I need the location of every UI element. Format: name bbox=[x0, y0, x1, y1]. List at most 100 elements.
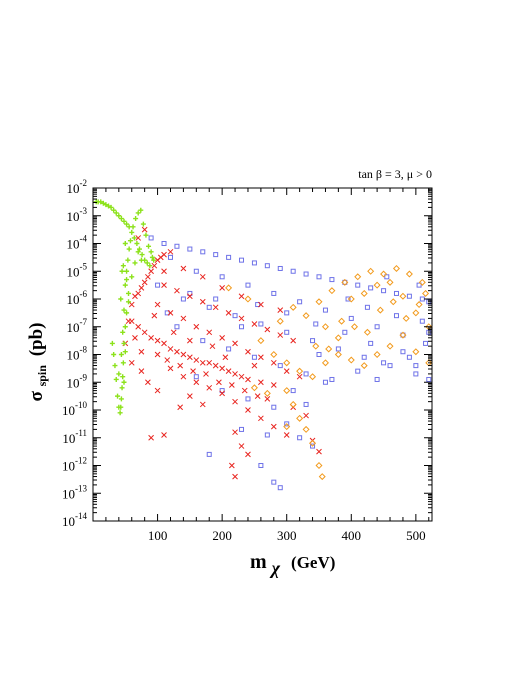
data-point bbox=[140, 221, 146, 227]
data-point bbox=[239, 324, 245, 330]
data-point bbox=[129, 274, 135, 280]
data-point bbox=[303, 401, 309, 407]
data-point bbox=[151, 312, 158, 319]
data-point bbox=[284, 421, 290, 427]
data-point bbox=[225, 284, 233, 292]
chart-annotation: tan β = 3, μ > 0 bbox=[358, 167, 432, 181]
data-point bbox=[238, 443, 245, 449]
data-point bbox=[117, 410, 123, 416]
data-point bbox=[167, 310, 174, 316]
data-point bbox=[290, 388, 296, 394]
data-point bbox=[271, 290, 277, 296]
data-point bbox=[180, 296, 186, 302]
data-point bbox=[167, 248, 174, 255]
data-point bbox=[167, 365, 174, 372]
data-point bbox=[361, 354, 367, 360]
data-point bbox=[368, 340, 374, 346]
data-point bbox=[120, 374, 126, 380]
data-point bbox=[277, 332, 284, 338]
data-point bbox=[121, 340, 127, 346]
data-point bbox=[251, 362, 258, 369]
data-point bbox=[118, 352, 124, 357]
data-point bbox=[219, 388, 225, 394]
data-point bbox=[138, 285, 145, 291]
data-point bbox=[241, 387, 248, 394]
data-point bbox=[303, 371, 309, 377]
data-point bbox=[147, 263, 153, 269]
data-point bbox=[386, 278, 394, 286]
data-point bbox=[255, 302, 261, 308]
data-point bbox=[310, 443, 316, 449]
data-point bbox=[136, 246, 142, 252]
data-point bbox=[127, 238, 133, 244]
data-point bbox=[219, 285, 225, 291]
data-point bbox=[239, 426, 245, 432]
data-point bbox=[355, 368, 361, 374]
y-tick-label: 10-9 bbox=[67, 372, 88, 390]
data-point bbox=[290, 268, 296, 274]
data-point bbox=[228, 462, 235, 469]
data-point bbox=[126, 299, 132, 305]
data-point bbox=[250, 384, 258, 392]
data-point bbox=[212, 362, 219, 369]
data-point bbox=[199, 401, 206, 408]
data-point bbox=[258, 354, 264, 361]
data-point bbox=[141, 329, 148, 336]
data-point bbox=[124, 221, 130, 227]
data-point bbox=[368, 285, 374, 291]
data-point bbox=[374, 324, 380, 330]
data-point bbox=[283, 432, 290, 438]
data-point bbox=[400, 332, 406, 338]
data-point bbox=[116, 371, 122, 377]
data-point bbox=[393, 290, 399, 296]
data-point bbox=[373, 350, 381, 359]
data-point bbox=[296, 367, 304, 375]
data-point bbox=[187, 393, 193, 399]
data-point bbox=[213, 296, 219, 302]
y-tick-label: 10-13 bbox=[62, 483, 87, 501]
data-point bbox=[426, 376, 432, 382]
data-point bbox=[155, 282, 161, 288]
data-point bbox=[116, 213, 122, 219]
data-point bbox=[258, 379, 264, 386]
data-point bbox=[145, 273, 151, 280]
data-point bbox=[154, 351, 161, 358]
data-point bbox=[341, 278, 349, 286]
data-point bbox=[419, 318, 425, 324]
data-point bbox=[245, 348, 251, 355]
x-tick-label: 400 bbox=[342, 528, 362, 543]
data-point bbox=[271, 404, 277, 410]
data-point bbox=[219, 334, 225, 341]
data-point bbox=[290, 337, 297, 344]
data-point bbox=[121, 379, 127, 385]
data-point bbox=[193, 323, 200, 330]
data-point bbox=[302, 312, 310, 320]
data-point bbox=[355, 282, 361, 288]
data-point bbox=[348, 315, 354, 321]
data-point bbox=[122, 282, 128, 288]
data-point bbox=[120, 360, 126, 366]
data-point bbox=[135, 210, 141, 216]
data-point bbox=[222, 354, 229, 361]
data-point bbox=[347, 356, 355, 364]
data-point bbox=[264, 396, 271, 402]
data-point bbox=[216, 379, 222, 386]
x-axis-title-unit: (GeV) bbox=[291, 553, 335, 572]
data-point bbox=[146, 243, 152, 249]
data-point bbox=[203, 371, 209, 377]
data-point bbox=[418, 278, 426, 286]
data-point bbox=[131, 235, 137, 241]
data-point bbox=[219, 274, 225, 280]
data-point bbox=[148, 235, 154, 241]
y-tick-label: 10-10 bbox=[62, 400, 87, 418]
data-point bbox=[193, 379, 200, 386]
data-point bbox=[325, 345, 333, 353]
data-point bbox=[228, 382, 235, 388]
data-point bbox=[113, 210, 119, 216]
data-point bbox=[133, 216, 139, 222]
data-point bbox=[206, 384, 213, 391]
data-point bbox=[360, 362, 368, 370]
data-point bbox=[264, 326, 271, 333]
data-point bbox=[329, 376, 335, 382]
data-point bbox=[321, 323, 329, 331]
